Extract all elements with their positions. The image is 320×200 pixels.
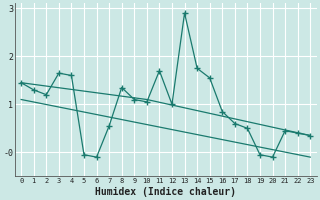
X-axis label: Humidex (Indice chaleur): Humidex (Indice chaleur)	[95, 186, 236, 197]
